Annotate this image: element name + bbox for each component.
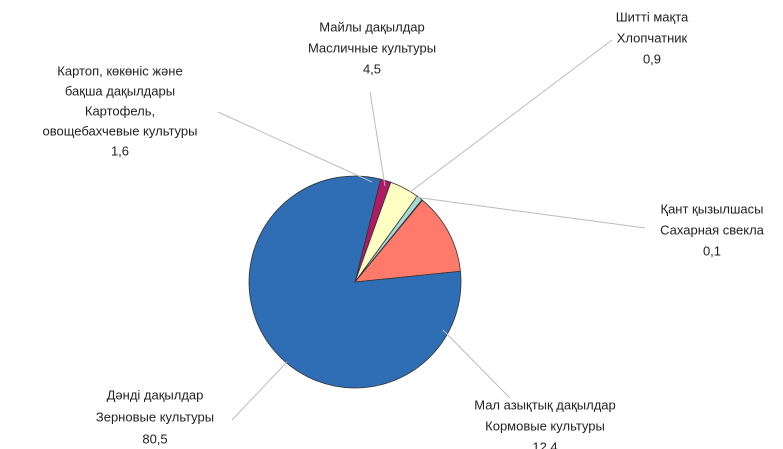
slice-label: Картоп, көкөніс және [57, 63, 182, 78]
leader-line [369, 91, 386, 187]
leader-line [217, 111, 373, 183]
pie-slice [248, 175, 462, 389]
leader-line [413, 196, 646, 229]
leader-line [231, 361, 288, 421]
value-label: 80,5 [142, 431, 167, 446]
value-label: 1,6 [111, 143, 129, 158]
slice-label: Масличные культуры [308, 40, 436, 55]
pie-slice [354, 199, 461, 283]
slice-label: Зерновые культуры [96, 409, 214, 424]
value-label: 12,4 [532, 439, 557, 449]
slice-label: Шитті мақта [616, 9, 689, 24]
slice-label: Сахарная свекла [660, 222, 765, 237]
slice-label: овощебахчевые культуры [43, 123, 198, 138]
slice-label: Хлопчатник [617, 30, 688, 45]
value-label: 0,1 [703, 243, 721, 258]
value-label: 0,9 [643, 51, 661, 66]
slice-label: Қант қызылшасы [661, 201, 764, 216]
value-label: 4,5 [363, 61, 381, 76]
slice-label: Мал азықтық дақылдар [474, 397, 616, 412]
slice-label: Картофель, [85, 103, 155, 118]
slice-label: Дәнді дақылдар [107, 387, 204, 402]
slice-label: бақша дақылдары [65, 83, 175, 98]
leader-line [409, 39, 613, 193]
slice-label: Майлы дақылдар [319, 19, 425, 34]
leader-line [442, 329, 511, 399]
slice-label: Кормовые культуры [485, 418, 605, 433]
